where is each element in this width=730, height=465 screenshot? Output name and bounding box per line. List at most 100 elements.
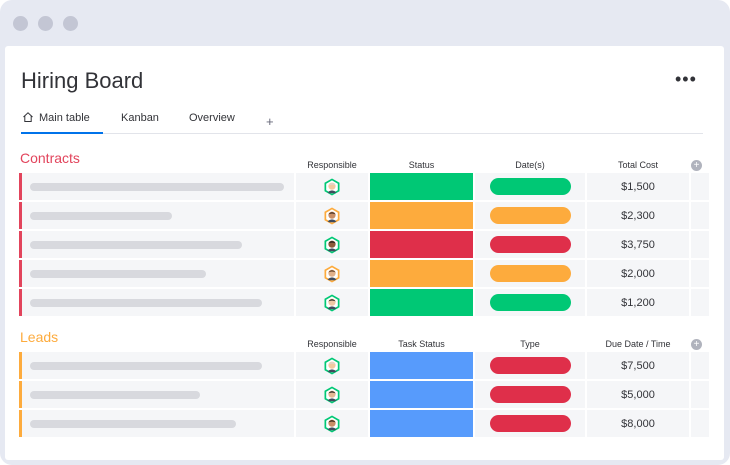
table-row[interactable]: $7,500	[19, 352, 709, 379]
row-end-cell	[691, 410, 709, 437]
window-dot-icon	[13, 16, 28, 31]
more-dots-icon[interactable]: •••	[675, 69, 697, 89]
item-name-cell[interactable]	[22, 289, 294, 316]
number-cell[interactable]: $5,000	[587, 381, 689, 408]
date-cell[interactable]	[475, 289, 585, 316]
date-cell[interactable]	[475, 202, 585, 229]
item-name-cell[interactable]	[22, 260, 294, 287]
table-row[interactable]: $5,000	[19, 381, 709, 408]
item-name-cell[interactable]	[22, 173, 294, 200]
item-name-cell[interactable]	[22, 231, 294, 258]
tab-main-table[interactable]: Main table	[21, 112, 103, 134]
status-cell[interactable]	[370, 381, 473, 408]
person-cell[interactable]	[296, 231, 368, 258]
table-row[interactable]: $8,000	[19, 410, 709, 437]
number-cell[interactable]: $2,300	[587, 202, 689, 229]
date-pill	[489, 386, 571, 403]
date-cell[interactable]	[475, 231, 585, 258]
add-column-icon[interactable]: +	[691, 339, 702, 350]
date-pill	[489, 415, 571, 432]
tab-overview[interactable]: Overview	[189, 112, 235, 134]
column-header-total-cost[interactable]: Total Cost	[617, 160, 659, 170]
item-name-placeholder	[30, 212, 172, 220]
avatar-icon	[324, 178, 340, 195]
column-header-responsible[interactable]: Responsible	[307, 339, 357, 349]
person-cell[interactable]	[296, 289, 368, 316]
date-cell[interactable]	[475, 352, 585, 379]
add-column-icon[interactable]: +	[691, 160, 702, 171]
column-header-dates[interactable]: Date(s)	[515, 160, 545, 170]
date-cell[interactable]	[475, 260, 585, 287]
column-header-task-status[interactable]: Task Status	[398, 339, 445, 349]
number-cell[interactable]: $2,000	[587, 260, 689, 287]
status-cell[interactable]	[370, 352, 473, 379]
group-title-leads[interactable]: Leads	[20, 329, 59, 345]
person-cell[interactable]	[296, 381, 368, 408]
status-cell[interactable]	[370, 231, 473, 258]
table-row[interactable]: $1,500	[19, 173, 709, 200]
number-cell[interactable]: $7,500	[587, 352, 689, 379]
group-title-contracts[interactable]: Contracts	[20, 150, 80, 166]
item-name-placeholder	[30, 391, 200, 399]
row-color-bar	[19, 202, 22, 229]
date-pill	[489, 236, 571, 253]
row-end-cell	[691, 231, 709, 258]
date-cell[interactable]	[475, 173, 585, 200]
item-name-placeholder	[30, 299, 262, 307]
row-end-cell	[691, 202, 709, 229]
board-content: Hiring Board ••• Main table Kanban Overv…	[5, 46, 724, 460]
row-color-bar	[19, 381, 22, 408]
add-view-button[interactable]: +	[266, 114, 274, 129]
row-end-cell	[691, 173, 709, 200]
item-name-placeholder	[30, 270, 206, 278]
table-row[interactable]: $2,000	[19, 260, 709, 287]
status-cell[interactable]	[370, 202, 473, 229]
person-cell[interactable]	[296, 352, 368, 379]
status-cell[interactable]	[370, 173, 473, 200]
table-row[interactable]: $3,750	[19, 231, 709, 258]
row-end-cell	[691, 260, 709, 287]
date-pill	[489, 294, 571, 311]
column-header-responsible[interactable]: Responsible	[307, 160, 357, 170]
number-cell[interactable]: $1,500	[587, 173, 689, 200]
number-cell[interactable]: $3,750	[587, 231, 689, 258]
row-color-bar	[19, 289, 22, 316]
column-header-status[interactable]: Status	[408, 160, 435, 170]
item-name-placeholder	[30, 241, 242, 249]
tab-label: Overview	[189, 112, 235, 124]
row-end-cell	[691, 381, 709, 408]
person-cell[interactable]	[296, 173, 368, 200]
person-cell[interactable]	[296, 260, 368, 287]
column-header-type[interactable]: Type	[520, 339, 540, 349]
row-color-bar	[19, 173, 22, 200]
item-name-placeholder	[30, 362, 262, 370]
avatar-icon	[324, 415, 340, 432]
row-end-cell	[691, 289, 709, 316]
date-cell[interactable]	[475, 381, 585, 408]
person-cell[interactable]	[296, 410, 368, 437]
item-name-cell[interactable]	[22, 381, 294, 408]
date-cell[interactable]	[475, 410, 585, 437]
row-color-bar	[19, 410, 22, 437]
row-color-bar	[19, 231, 22, 258]
item-name-cell[interactable]	[22, 352, 294, 379]
tab-label: Main table	[39, 112, 90, 124]
number-cell[interactable]: $8,000	[587, 410, 689, 437]
item-name-cell[interactable]	[22, 202, 294, 229]
row-color-bar	[19, 260, 22, 287]
date-pill	[489, 357, 571, 374]
status-cell[interactable]	[370, 410, 473, 437]
person-cell[interactable]	[296, 202, 368, 229]
column-header-due-date[interactable]: Due Date / Time	[605, 339, 671, 349]
avatar-icon	[324, 294, 340, 311]
table-row[interactable]: $1,200	[19, 289, 709, 316]
date-pill	[489, 178, 571, 195]
item-name-cell[interactable]	[22, 410, 294, 437]
tab-kanban[interactable]: Kanban	[121, 112, 159, 134]
status-cell[interactable]	[370, 260, 473, 287]
status-cell[interactable]	[370, 289, 473, 316]
number-cell[interactable]: $1,200	[587, 289, 689, 316]
table-row[interactable]: $2,300	[19, 202, 709, 229]
avatar-icon	[324, 357, 340, 374]
